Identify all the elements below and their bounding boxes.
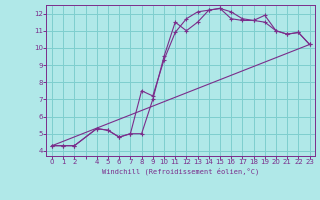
X-axis label: Windchill (Refroidissement éolien,°C): Windchill (Refroidissement éolien,°C) bbox=[102, 168, 260, 175]
